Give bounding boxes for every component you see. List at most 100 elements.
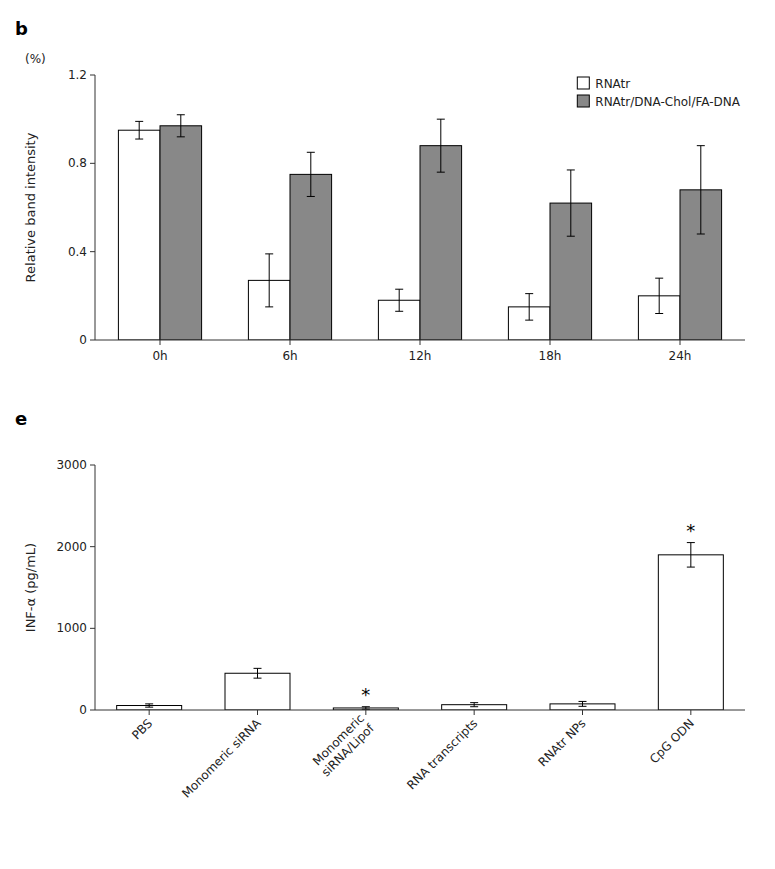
figure: b00.40.81.20h6h12h18h24hRelative band in…: [0, 0, 775, 869]
legend: RNAtrRNAtr/DNA-Chol/FA-DNA: [577, 77, 740, 109]
error-cap: [687, 542, 695, 543]
error-cap: [579, 701, 587, 702]
error-cap: [135, 121, 143, 122]
label-line: 18h: [539, 349, 562, 363]
y-tick-label: 0.8: [68, 156, 87, 170]
error-bar: [145, 704, 153, 707]
error-cap: [254, 678, 262, 679]
error-cap: [395, 311, 403, 312]
y-tick-label: 2000: [56, 540, 87, 554]
error-cap: [567, 236, 575, 237]
y-tick: [90, 75, 95, 76]
error-cap: [525, 293, 533, 294]
y-tick: [90, 340, 95, 341]
y-tick: [90, 465, 95, 466]
error-cap: [697, 145, 705, 146]
error-cap: [145, 707, 153, 708]
x-tick-label: RNAtr NPs: [536, 716, 589, 769]
label-line: CpG ODN: [647, 716, 697, 766]
error-cap: [307, 152, 315, 153]
bar: [420, 146, 462, 340]
bar: [658, 555, 723, 710]
x-tick-label: 12h: [409, 349, 432, 363]
annotation: *: [361, 684, 370, 705]
legend-swatch: [577, 77, 589, 89]
x-tick: [365, 710, 366, 715]
error-cap: [579, 706, 587, 707]
y-tick-label: 3000: [56, 458, 87, 472]
error-cap: [697, 234, 705, 235]
error-cap: [307, 196, 315, 197]
y-axis: [95, 465, 96, 710]
x-tick: [420, 340, 421, 345]
label-line: 24h: [669, 349, 692, 363]
x-tick-label: RNA transcripts: [404, 716, 480, 792]
error-line: [570, 170, 571, 236]
error-line: [659, 278, 660, 313]
error-bar: [362, 707, 370, 709]
label-line: siRNA/Lipof: [319, 721, 378, 780]
error-cap: [470, 702, 478, 703]
error-line: [690, 543, 691, 568]
error-cap: [470, 706, 478, 707]
x-tick-label: 6h: [282, 349, 297, 363]
error-bar: [395, 289, 403, 311]
plot-marks: [118, 115, 721, 340]
error-cap: [525, 320, 533, 321]
bar: [160, 126, 202, 340]
label-line: RNAtr NPs: [536, 716, 589, 769]
y-tick-label: 1000: [56, 621, 87, 635]
x-axis: [95, 710, 745, 711]
bar: [225, 673, 290, 710]
y-tick: [90, 163, 95, 164]
chart: b00.40.81.20h6h12h18h24hRelative band in…: [15, 18, 745, 363]
error-line: [269, 254, 270, 307]
label-line: 0h: [152, 349, 167, 363]
error-cap: [437, 172, 445, 173]
error-line: [440, 119, 441, 172]
error-bar: [470, 703, 478, 707]
error-line: [582, 701, 583, 706]
y-label: INF-α (pg/mL): [23, 543, 38, 632]
label-line: Monomeric siRNA: [179, 716, 264, 801]
error-bar: [307, 152, 315, 196]
x-tick: [290, 340, 291, 345]
y-tick: [90, 546, 95, 547]
error-bar: [525, 294, 533, 321]
y-tick-label: 0.4: [68, 245, 87, 259]
x-tick-label: CpG ODN: [647, 716, 697, 766]
y-tick-label: 0: [79, 703, 87, 717]
x-tick-label: PBS: [129, 716, 155, 742]
x-tick-label: Monomeric siRNA: [179, 716, 264, 801]
error-line: [139, 121, 140, 139]
error-line: [310, 152, 311, 196]
error-cap: [655, 313, 663, 314]
bar: [118, 130, 160, 340]
error-bar: [687, 543, 695, 568]
error-cap: [655, 278, 663, 279]
annotation: (%): [25, 52, 46, 66]
x-tick: [680, 340, 681, 345]
error-line: [257, 668, 258, 678]
annotation: *: [686, 520, 695, 541]
y-tick: [90, 251, 95, 252]
x-tick: [149, 710, 150, 715]
x-tick: [257, 710, 258, 715]
x-tick-label: 18h: [539, 349, 562, 363]
chart: e0100020003000PBSMonomeric siRNAMonomeri…: [15, 408, 745, 801]
x-tick: [550, 340, 551, 345]
error-bar: [655, 278, 663, 313]
error-line: [474, 703, 475, 707]
label-line: RNA transcripts: [404, 716, 480, 792]
error-cap: [135, 139, 143, 140]
error-cap: [362, 706, 370, 707]
label-line: 12h: [409, 349, 432, 363]
legend-entry: RNAtr/DNA-Chol/FA-DNA: [595, 95, 740, 109]
label-line: 6h: [282, 349, 297, 363]
error-cap: [395, 289, 403, 290]
error-bar: [437, 119, 445, 172]
error-bar: [254, 668, 262, 678]
error-line: [529, 294, 530, 321]
title: b: [15, 18, 28, 39]
error-bar: [567, 170, 575, 236]
